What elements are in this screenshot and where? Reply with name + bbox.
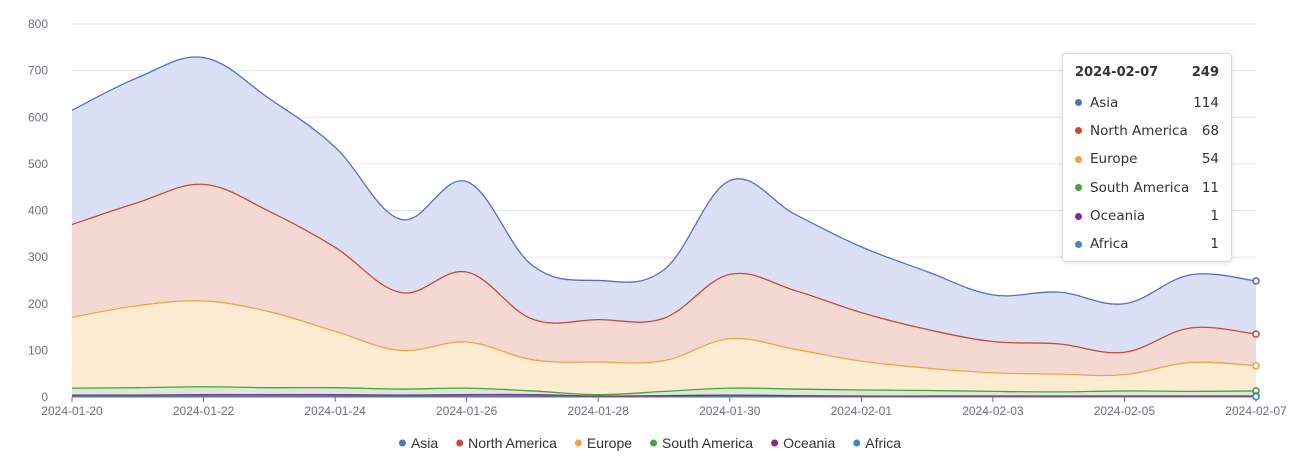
- tooltip-series-value: 1: [1210, 236, 1219, 252]
- y-tick-label: 200: [28, 297, 48, 311]
- tooltip-series-name: North America: [1090, 123, 1202, 139]
- y-tick-label: 800: [28, 17, 48, 31]
- tooltip-row-north-america: North America 68: [1075, 122, 1219, 140]
- tooltip-row-oceania: Oceania 1: [1075, 207, 1219, 225]
- legend-item-asia[interactable]: Asia: [399, 435, 438, 451]
- y-tick-label: 500: [28, 157, 48, 171]
- x-tick-label: 2024-01-26: [436, 404, 498, 418]
- legend-dot-icon: [575, 440, 582, 447]
- marker-asia: [1253, 278, 1259, 284]
- tooltip-total: 249: [1192, 65, 1219, 83]
- legend-dot-icon: [456, 440, 463, 447]
- y-tick-label: 400: [28, 204, 48, 218]
- tooltip-series-value: 114: [1193, 95, 1219, 111]
- x-tick-label: 2024-02-05: [1094, 404, 1156, 418]
- legend-label: Asia: [411, 435, 438, 451]
- y-tick-label: 600: [28, 110, 48, 124]
- tooltip-series-value: 11: [1202, 180, 1219, 196]
- marker-africa: [1253, 394, 1259, 400]
- tooltip-header: 2024-02-07 249: [1075, 65, 1219, 83]
- tooltip-dot-icon: [1075, 213, 1082, 220]
- tooltip-date: 2024-02-07: [1075, 65, 1158, 83]
- y-tick-label: 700: [28, 64, 48, 78]
- x-tick-label: 2024-01-28: [568, 404, 630, 418]
- y-tick-label: 300: [28, 250, 48, 264]
- legend[interactable]: Asia North America Europe South America Ocea…: [399, 435, 901, 451]
- x-tick-label: 2024-02-07: [1225, 404, 1287, 418]
- tooltip-series-name: Oceania: [1090, 208, 1210, 224]
- legend-dot-icon: [853, 440, 860, 447]
- legend-item-north-america[interactable]: North America: [456, 435, 557, 451]
- legend-dot-icon: [650, 440, 657, 447]
- legend-item-south-america[interactable]: South America: [650, 435, 753, 451]
- tooltip-row-europe: Europe 54: [1075, 150, 1219, 168]
- tooltip-row-south-america: South America 11: [1075, 179, 1219, 197]
- tooltip-series-name: Asia: [1090, 95, 1193, 111]
- legend-label: Africa: [865, 435, 901, 451]
- marker-north-america: [1253, 331, 1259, 337]
- tooltip-series-name: Africa: [1090, 236, 1210, 252]
- x-tick-label: 2024-01-20: [41, 404, 103, 418]
- tooltip-dot-icon: [1075, 99, 1082, 106]
- legend-item-africa[interactable]: Africa: [853, 435, 901, 451]
- tooltip-series-name: South America: [1090, 180, 1202, 196]
- x-tick-label: 2024-02-03: [962, 404, 1024, 418]
- marker-europe: [1253, 363, 1259, 369]
- y-tick-label: 0: [41, 390, 48, 404]
- tooltip-dot-icon: [1075, 156, 1082, 163]
- legend-item-oceania[interactable]: Oceania: [771, 435, 835, 451]
- legend-label: South America: [662, 435, 753, 451]
- tooltip-series-value: 68: [1202, 123, 1219, 139]
- chart-container: 2024-01-20 2024-01-22 2024-01-24 2024-01-26…: [0, 0, 1300, 460]
- legend-dot-icon: [771, 440, 778, 447]
- tooltip-series-name: Europe: [1090, 151, 1202, 167]
- legend-label: North America: [468, 435, 557, 451]
- tooltip: 2024-02-07 249 Asia 114 North America 68…: [1062, 53, 1232, 262]
- tooltip-series-value: 54: [1202, 151, 1219, 167]
- tooltip-dot-icon: [1075, 184, 1082, 191]
- x-tick-label: 2024-01-22: [173, 404, 235, 418]
- y-axis: 0 100 200 300 400 500 600 700 800: [28, 17, 48, 404]
- x-tick-label: 2024-01-24: [304, 404, 366, 418]
- x-tick-label: 2024-01-30: [699, 404, 761, 418]
- tooltip-dot-icon: [1075, 127, 1082, 134]
- tooltip-row-africa: Africa 1: [1075, 235, 1219, 253]
- y-tick-label: 100: [28, 343, 48, 357]
- x-tick-label: 2024-02-01: [831, 404, 893, 418]
- tooltip-series-value: 1: [1210, 208, 1219, 224]
- legend-label: Oceania: [783, 435, 835, 451]
- legend-item-europe[interactable]: Europe: [575, 435, 632, 451]
- tooltip-row-asia: Asia 114: [1075, 94, 1219, 112]
- legend-label: Europe: [587, 435, 632, 451]
- x-axis: 2024-01-20 2024-01-22 2024-01-24 2024-01-26…: [41, 397, 1287, 418]
- legend-dot-icon: [399, 440, 406, 447]
- tooltip-dot-icon: [1075, 241, 1082, 248]
